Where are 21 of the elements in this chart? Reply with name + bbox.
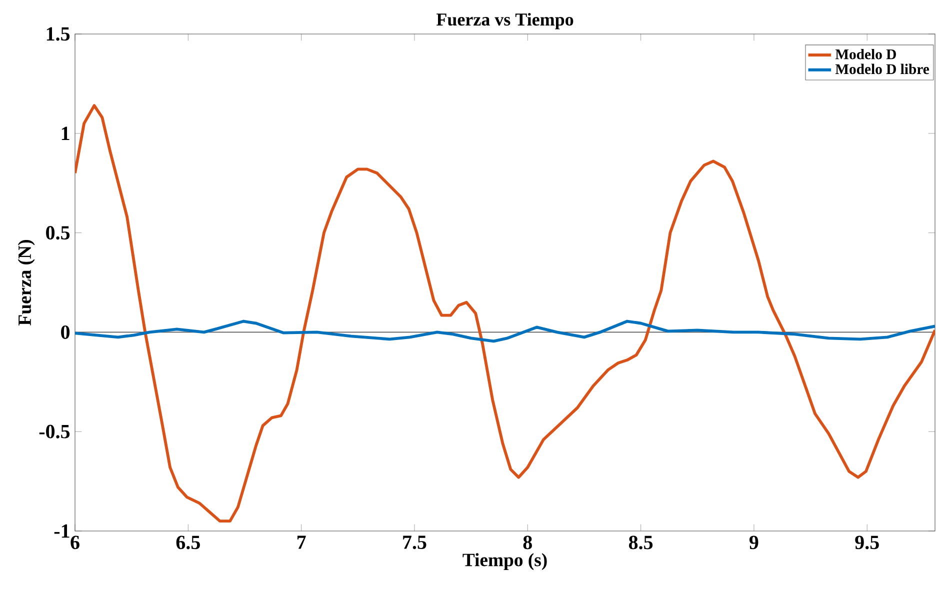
legend-label: Modelo D libre — [835, 64, 930, 74]
line-series — [75, 104, 936, 523]
y-tick-label: 1 — [62, 126, 70, 140]
y-axis-title: Fuerza (N) — [18, 240, 35, 326]
x-tick-label: 7.5 — [403, 536, 426, 550]
y-tick-label: 0.5 — [46, 226, 70, 240]
line-series — [75, 320, 936, 343]
x-tick-label: 6.5 — [176, 536, 200, 550]
y-tick-label: -1 — [54, 524, 70, 538]
legend-label: Modelo D — [835, 48, 896, 60]
x-tick-label: 9 — [749, 536, 758, 550]
x-tick-label: 9.5 — [855, 536, 879, 550]
x-tick-label: 8.5 — [628, 536, 653, 550]
x-tick-label: 7 — [297, 536, 306, 549]
x-axis-title: Tiempo (s) — [462, 553, 547, 570]
y-tick-label: -0.5 — [39, 424, 70, 438]
y-tick-label: 1.5 — [46, 27, 70, 41]
x-tick-label: 6 — [70, 536, 80, 550]
chart-title: Fuerza vs Tiempo — [436, 12, 574, 30]
y-tick-label: 0 — [61, 325, 70, 339]
x-tick-label: 8 — [523, 536, 532, 550]
